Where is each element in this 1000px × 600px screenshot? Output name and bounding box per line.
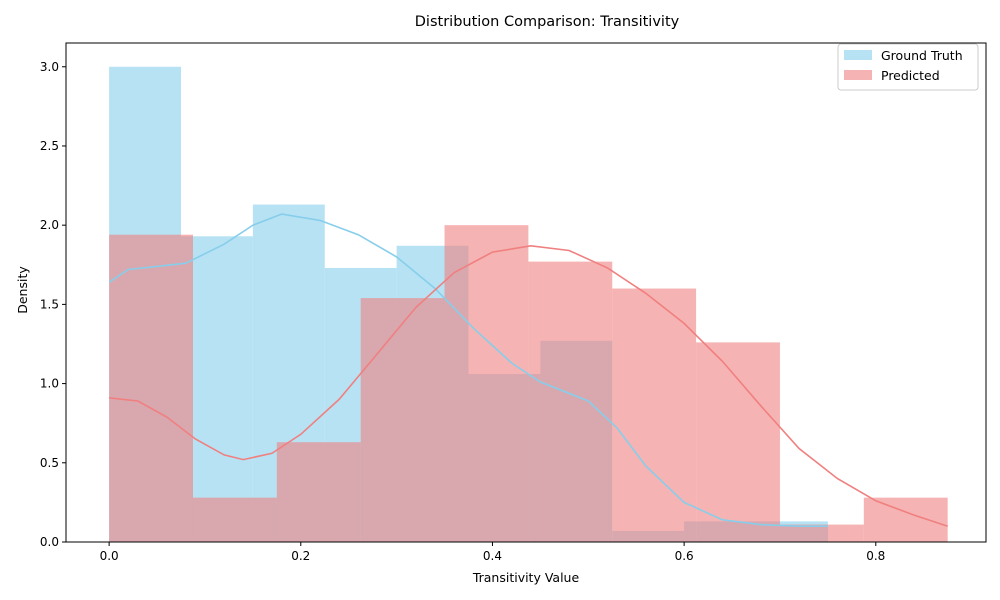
x-tick-label: 0.2	[291, 549, 310, 563]
y-axis-ticks: 0.0 0.5 1.0 1.5 2.0 2.5 3.0	[40, 60, 66, 549]
y-axis-label: Density	[15, 266, 30, 314]
legend-box	[837, 43, 979, 91]
bar-predicted-5	[528, 261, 613, 542]
y-tick-label: 1.0	[40, 377, 59, 391]
y-tick-label: 2.0	[40, 218, 59, 232]
legend-swatch-ground-truth	[844, 50, 872, 60]
bar-predicted-3	[360, 298, 445, 542]
bar-predicted-9	[863, 497, 948, 542]
bar-predicted-4	[444, 225, 529, 542]
y-tick-label: 1.5	[40, 297, 59, 311]
y-tick-label: 3.0	[40, 60, 59, 74]
bar-predicted-2	[276, 442, 361, 542]
y-tick-label: 0.5	[40, 456, 59, 470]
chart-title: Distribution Comparison: Transitivity	[415, 14, 680, 30]
kde-line-ground-truth	[108, 213, 828, 528]
bar-predicted-7	[696, 342, 780, 542]
y-tick-label: 2.5	[40, 139, 59, 153]
legend-swatch-predicted	[844, 70, 872, 80]
x-axis-ticks: 0.0 0.2 0.4 0.6 0.8	[100, 542, 885, 563]
x-tick-label: 0.8	[866, 549, 885, 563]
bar-predicted-0	[109, 234, 193, 542]
legend: Ground Truth Predicted	[837, 43, 979, 91]
x-tick-label: 0.6	[675, 549, 694, 563]
bar-predicted-6	[612, 288, 697, 542]
plot-frame	[65, 42, 987, 543]
bar-ground-truth-1	[181, 236, 253, 542]
legend-label-predicted: Predicted	[881, 68, 940, 83]
bar-predicted-1	[192, 497, 277, 542]
x-tick-label: 0.0	[100, 549, 119, 563]
kde-curves	[108, 213, 948, 528]
x-axis-label: Transitivity Value	[472, 570, 580, 585]
histogram-bars	[109, 66, 948, 543]
bar-predicted-8	[779, 524, 864, 542]
legend-label-ground-truth: Ground Truth	[881, 48, 963, 63]
y-tick-label: 0.0	[40, 535, 59, 549]
kde-line-predicted	[109, 244, 948, 527]
x-tick-label: 0.4	[483, 549, 502, 563]
